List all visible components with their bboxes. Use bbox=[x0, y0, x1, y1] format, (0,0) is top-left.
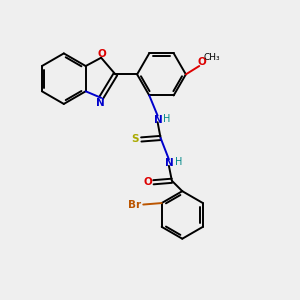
Text: O: O bbox=[98, 49, 106, 59]
Text: H: H bbox=[175, 157, 182, 167]
Text: H: H bbox=[164, 114, 171, 124]
Text: N: N bbox=[96, 98, 105, 108]
Text: S: S bbox=[131, 134, 139, 145]
Text: Br: Br bbox=[128, 200, 142, 210]
Text: O: O bbox=[197, 57, 206, 67]
Text: CH₃: CH₃ bbox=[203, 53, 220, 62]
Text: N: N bbox=[154, 115, 162, 124]
Text: O: O bbox=[143, 177, 152, 187]
Text: N: N bbox=[165, 158, 174, 168]
